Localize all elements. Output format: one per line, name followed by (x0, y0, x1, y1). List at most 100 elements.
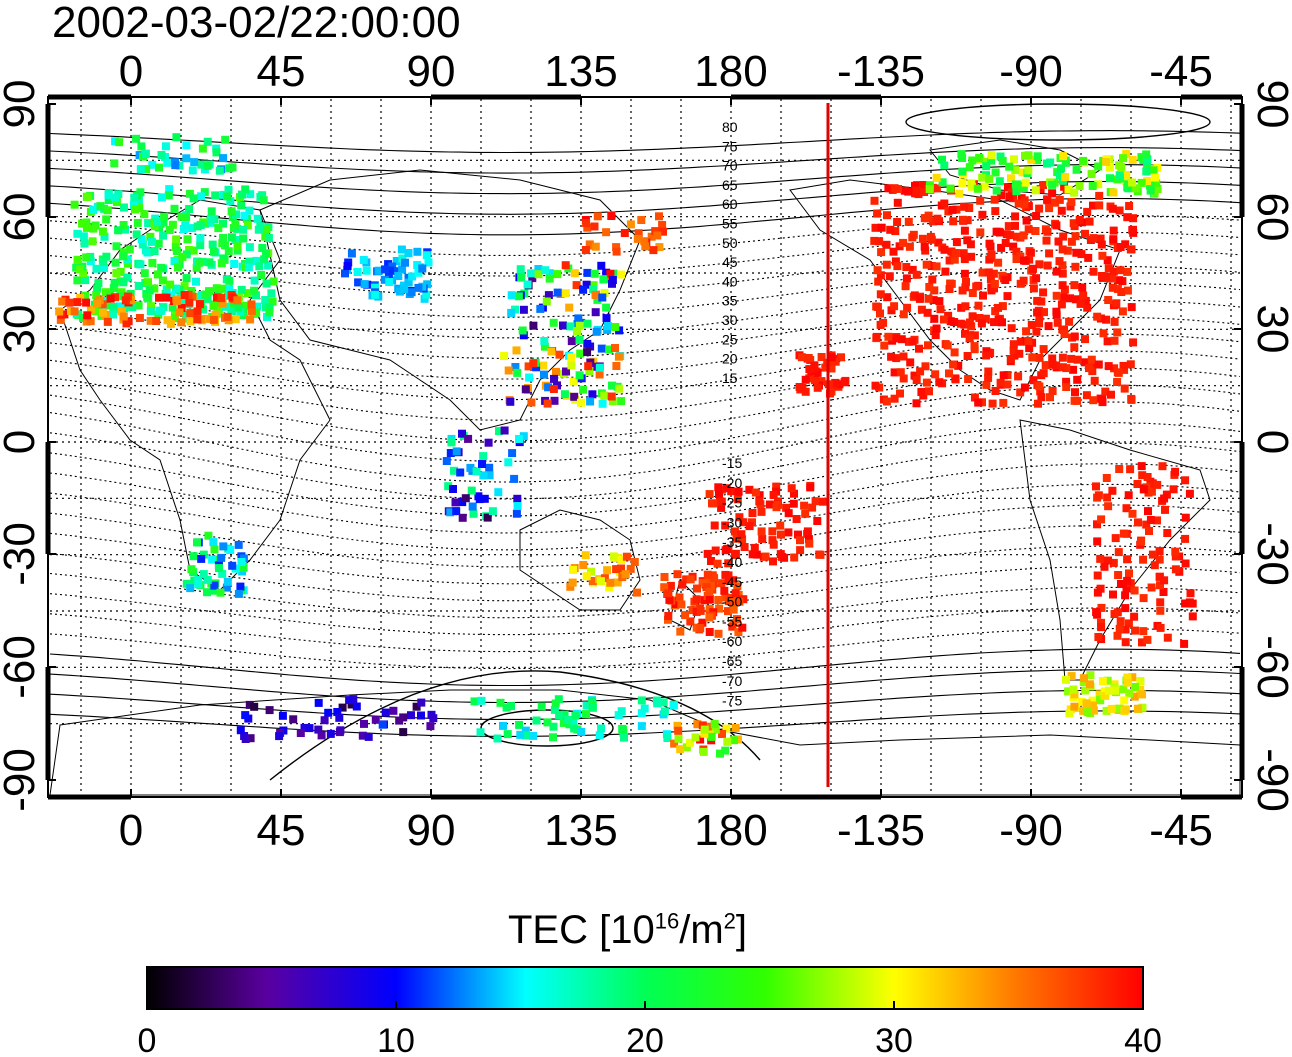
tec-cell (296, 729, 305, 737)
tec-cell (1029, 284, 1038, 293)
tec-cell (805, 539, 814, 548)
tec-cell (73, 298, 82, 307)
tec-cell (476, 728, 485, 737)
tec-cell (479, 452, 488, 461)
tec-cell (740, 543, 749, 551)
tec-cell (1083, 303, 1092, 312)
tec-cell (984, 373, 993, 382)
tec-cell (585, 241, 594, 250)
tec-cell (1160, 494, 1169, 503)
tec-cell (515, 720, 524, 729)
tec-cell (215, 166, 224, 175)
tec-cell (930, 314, 939, 323)
tec-cell (1024, 166, 1033, 175)
tec-cell (123, 273, 132, 282)
tec-cell (915, 294, 924, 303)
tec-cell (876, 309, 884, 318)
tec-cell (1122, 584, 1131, 593)
tec-cell (698, 721, 707, 730)
tec-cell (620, 229, 629, 237)
tec-cell (399, 728, 408, 737)
tec-cell (210, 545, 219, 554)
tec-cell (1052, 267, 1061, 276)
tec-cell (1072, 165, 1081, 174)
tec-cell (1007, 188, 1016, 197)
tec-cell (197, 160, 206, 169)
tec-cell (82, 253, 91, 262)
tec-cell (305, 724, 314, 733)
tec-cell (989, 269, 998, 278)
tec-cell (269, 277, 278, 286)
tec-cell (553, 270, 562, 279)
tec-cell (1155, 547, 1164, 556)
magnetic-latitude-line (49, 384, 1241, 462)
tec-cell (1048, 360, 1057, 369)
tec-cell (555, 711, 564, 720)
tec-cell (508, 449, 517, 458)
tec-cell (468, 502, 477, 511)
tec-cell (98, 308, 107, 317)
tec-cell (982, 351, 991, 360)
tec-cell (262, 279, 271, 288)
tec-cell (513, 502, 522, 510)
tec-cell (1070, 702, 1079, 711)
tec-cell (653, 699, 662, 708)
tec-cell (1096, 234, 1105, 243)
tec-cell (1024, 337, 1033, 345)
tec-cell (1071, 232, 1080, 241)
tec-cell (999, 371, 1008, 380)
tec-cell (1122, 170, 1131, 179)
tec-cell (228, 293, 237, 302)
tec-cell (723, 545, 731, 554)
tec-cell (1060, 285, 1069, 294)
tec-cell (816, 550, 825, 559)
tec-cell (959, 249, 968, 258)
tec-cell (1131, 626, 1140, 635)
tec-cell (89, 206, 98, 214)
magnetic-latitude-label: 80 (722, 119, 738, 135)
tec-cell (813, 517, 822, 525)
tec-cell (599, 275, 608, 284)
tec-cell (960, 255, 969, 264)
tec-cell (408, 272, 417, 281)
tec-cell (994, 303, 1002, 312)
tec-cell (660, 583, 669, 592)
tec-cell (573, 327, 581, 336)
tec-cell (82, 218, 91, 227)
tec-cell (1033, 308, 1042, 317)
tec-cell (1127, 394, 1136, 403)
tec-cell (899, 310, 908, 319)
tec-cell (193, 222, 202, 231)
tec-cell (1062, 383, 1071, 391)
tec-cell (1012, 187, 1021, 196)
tec-cell (1064, 185, 1073, 194)
tec-cell (922, 378, 931, 387)
tec-cell (519, 305, 528, 314)
tec-cell (1133, 704, 1142, 713)
tec-cell (1009, 346, 1018, 355)
tec-cell (231, 220, 240, 229)
tec-cell (637, 722, 646, 731)
tec-cell (241, 185, 250, 194)
tec-cell (591, 308, 600, 317)
tec-cell (593, 212, 602, 221)
tec-cell (186, 317, 195, 326)
tec-cell (534, 265, 543, 273)
tec-cell (223, 192, 232, 201)
tec-cell (1142, 167, 1151, 176)
tec-cell (1185, 489, 1194, 498)
tec-cell (901, 282, 910, 291)
tec-cell (917, 305, 926, 314)
tec-cell (590, 222, 599, 231)
tec-cell (584, 362, 593, 371)
tec-cell (963, 216, 972, 225)
tec-cell (612, 243, 621, 252)
tec-cell (1067, 198, 1076, 206)
tec-cell (177, 318, 186, 327)
tec-cell (1126, 245, 1135, 254)
tec-cell (1186, 589, 1195, 598)
tec-cell (263, 312, 271, 321)
tec-cell (976, 228, 985, 237)
tec-cell (364, 732, 373, 741)
